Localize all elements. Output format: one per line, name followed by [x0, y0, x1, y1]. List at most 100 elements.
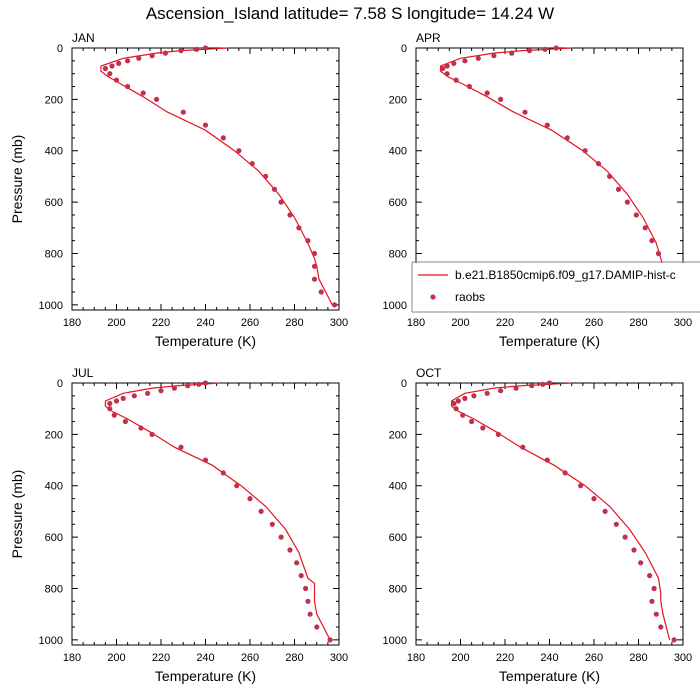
obs-point-jul	[149, 431, 155, 437]
obs-point-jan	[263, 173, 269, 179]
obs-point-jan	[271, 186, 278, 192]
x-tick-label-jul: 280	[285, 652, 303, 664]
x-tick-label-oct: 220	[496, 652, 514, 664]
obs-point-jan	[149, 53, 155, 59]
obs-point-jul	[294, 560, 300, 566]
obs-point-jan	[220, 135, 226, 141]
x-axis-label-jul: Temperature (K)	[155, 668, 256, 684]
legend-model-label: b.e21.B1850cmip6.f09_g17.DAMIP-hist-c	[455, 268, 676, 282]
obs-point-jan	[116, 60, 122, 66]
x-tick-label-oct: 180	[407, 652, 425, 664]
obs-point-apr	[526, 48, 533, 54]
obs-point-oct	[455, 398, 461, 404]
obs-point-jul	[120, 395, 126, 401]
obs-point-jul	[131, 393, 137, 399]
obs-point-jan	[311, 276, 318, 282]
obs-point-apr	[509, 50, 515, 56]
obs-point-jan	[140, 90, 146, 96]
x-axis-label-oct: Temperature (K)	[499, 668, 600, 684]
obs-point-jan	[311, 250, 318, 257]
x-tick-label-jan: 260	[241, 317, 259, 329]
obs-point-jan	[107, 71, 113, 77]
x-tick-label-jan: 220	[152, 317, 170, 329]
obs-point-apr	[649, 238, 655, 244]
obs-point-jul	[305, 598, 311, 604]
obs-point-jan	[154, 96, 160, 102]
x-tick-label-jul: 220	[152, 652, 170, 664]
obs-point-oct	[591, 496, 597, 502]
y-tick-label-apr: 800	[389, 248, 407, 260]
obs-point-oct	[671, 637, 677, 643]
y-tick-label-apr: 0	[401, 43, 407, 55]
obs-point-jul	[171, 385, 177, 391]
obs-point-jul	[269, 521, 275, 527]
obs-point-apr	[615, 186, 622, 192]
plot-frame-jan	[71, 47, 340, 311]
x-tick-label-oct: 240	[540, 652, 558, 664]
obs-point-apr	[522, 109, 528, 115]
y-tick-label-jul: 200	[45, 429, 63, 441]
obs-point-oct	[658, 624, 664, 630]
obs-point-oct	[544, 457, 550, 463]
obs-point-oct	[513, 385, 519, 391]
x-tick-label-apr: 280	[629, 317, 647, 329]
obs-point-jul	[298, 573, 304, 579]
obs-point-jan	[102, 65, 108, 72]
obs-point-oct	[622, 534, 628, 540]
obs-point-oct	[484, 390, 490, 396]
obs-point-oct	[451, 400, 457, 407]
obs-point-jul	[113, 398, 120, 404]
x-tick-label-jul: 260	[241, 652, 259, 664]
obs-point-jul	[158, 388, 164, 394]
x-tick-label-oct: 280	[629, 652, 647, 664]
y-axis-label-jan: Pressure (mb)	[9, 135, 25, 224]
figure-title: Ascension_Island latitude= 7.58 S longit…	[145, 4, 555, 23]
x-tick-label-apr: 300	[674, 317, 692, 329]
y-tick-label-apr: 400	[389, 146, 407, 158]
obs-point-jul	[107, 406, 113, 412]
obs-point-jul	[202, 457, 209, 463]
obs-point-apr	[542, 46, 548, 52]
obs-point-apr	[624, 199, 631, 205]
obs-point-jan	[305, 238, 311, 244]
panel-title-apr: APR	[416, 31, 441, 45]
obs-point-oct	[529, 383, 535, 389]
y-tick-label-oct: 200	[389, 429, 407, 441]
obs-point-jan	[249, 161, 255, 167]
y-tick-label-oct: 1000	[383, 635, 407, 647]
obs-point-apr	[484, 90, 490, 96]
obs-point-jan	[113, 77, 120, 83]
obs-point-jul	[122, 418, 128, 425]
obs-point-jul	[196, 381, 202, 387]
obs-point-apr	[633, 212, 639, 218]
obs-point-oct	[602, 508, 608, 514]
x-tick-label-oct: 300	[674, 652, 692, 664]
y-tick-label-jan: 0	[57, 43, 63, 55]
plot-frame-oct	[415, 382, 684, 646]
y-tick-label-jul: 400	[45, 481, 63, 493]
x-tick-label-apr: 220	[496, 317, 514, 329]
obs-point-oct	[578, 483, 584, 489]
obs-point-jan	[125, 83, 131, 90]
y-tick-label-jul: 600	[45, 532, 63, 544]
x-axis-label-jan: Temperature (K)	[155, 333, 256, 349]
plot-frame-jul	[71, 382, 340, 646]
obs-point-jan	[194, 46, 200, 52]
obs-point-jul	[278, 534, 284, 540]
x-tick-label-oct: 260	[585, 652, 603, 664]
y-axis-label-jul: Pressure (mb)	[9, 470, 25, 559]
y-tick-label-jan: 400	[45, 146, 63, 158]
model-line-jul	[104, 382, 331, 641]
obs-point-jan	[178, 48, 184, 54]
x-axis-label-apr: Temperature (K)	[499, 333, 600, 349]
y-tick-label-apr: 1000	[383, 300, 407, 312]
obs-point-apr	[491, 53, 497, 59]
panel-title-jan: JAN	[72, 31, 95, 45]
y-tick-label-jul: 0	[57, 378, 63, 390]
x-tick-label-jul: 240	[196, 652, 214, 664]
x-tick-label-jan: 180	[63, 317, 81, 329]
obs-point-oct	[480, 425, 486, 431]
obs-point-oct	[546, 380, 553, 386]
x-tick-label-jan: 280	[285, 317, 303, 329]
obs-point-jul	[111, 412, 117, 418]
